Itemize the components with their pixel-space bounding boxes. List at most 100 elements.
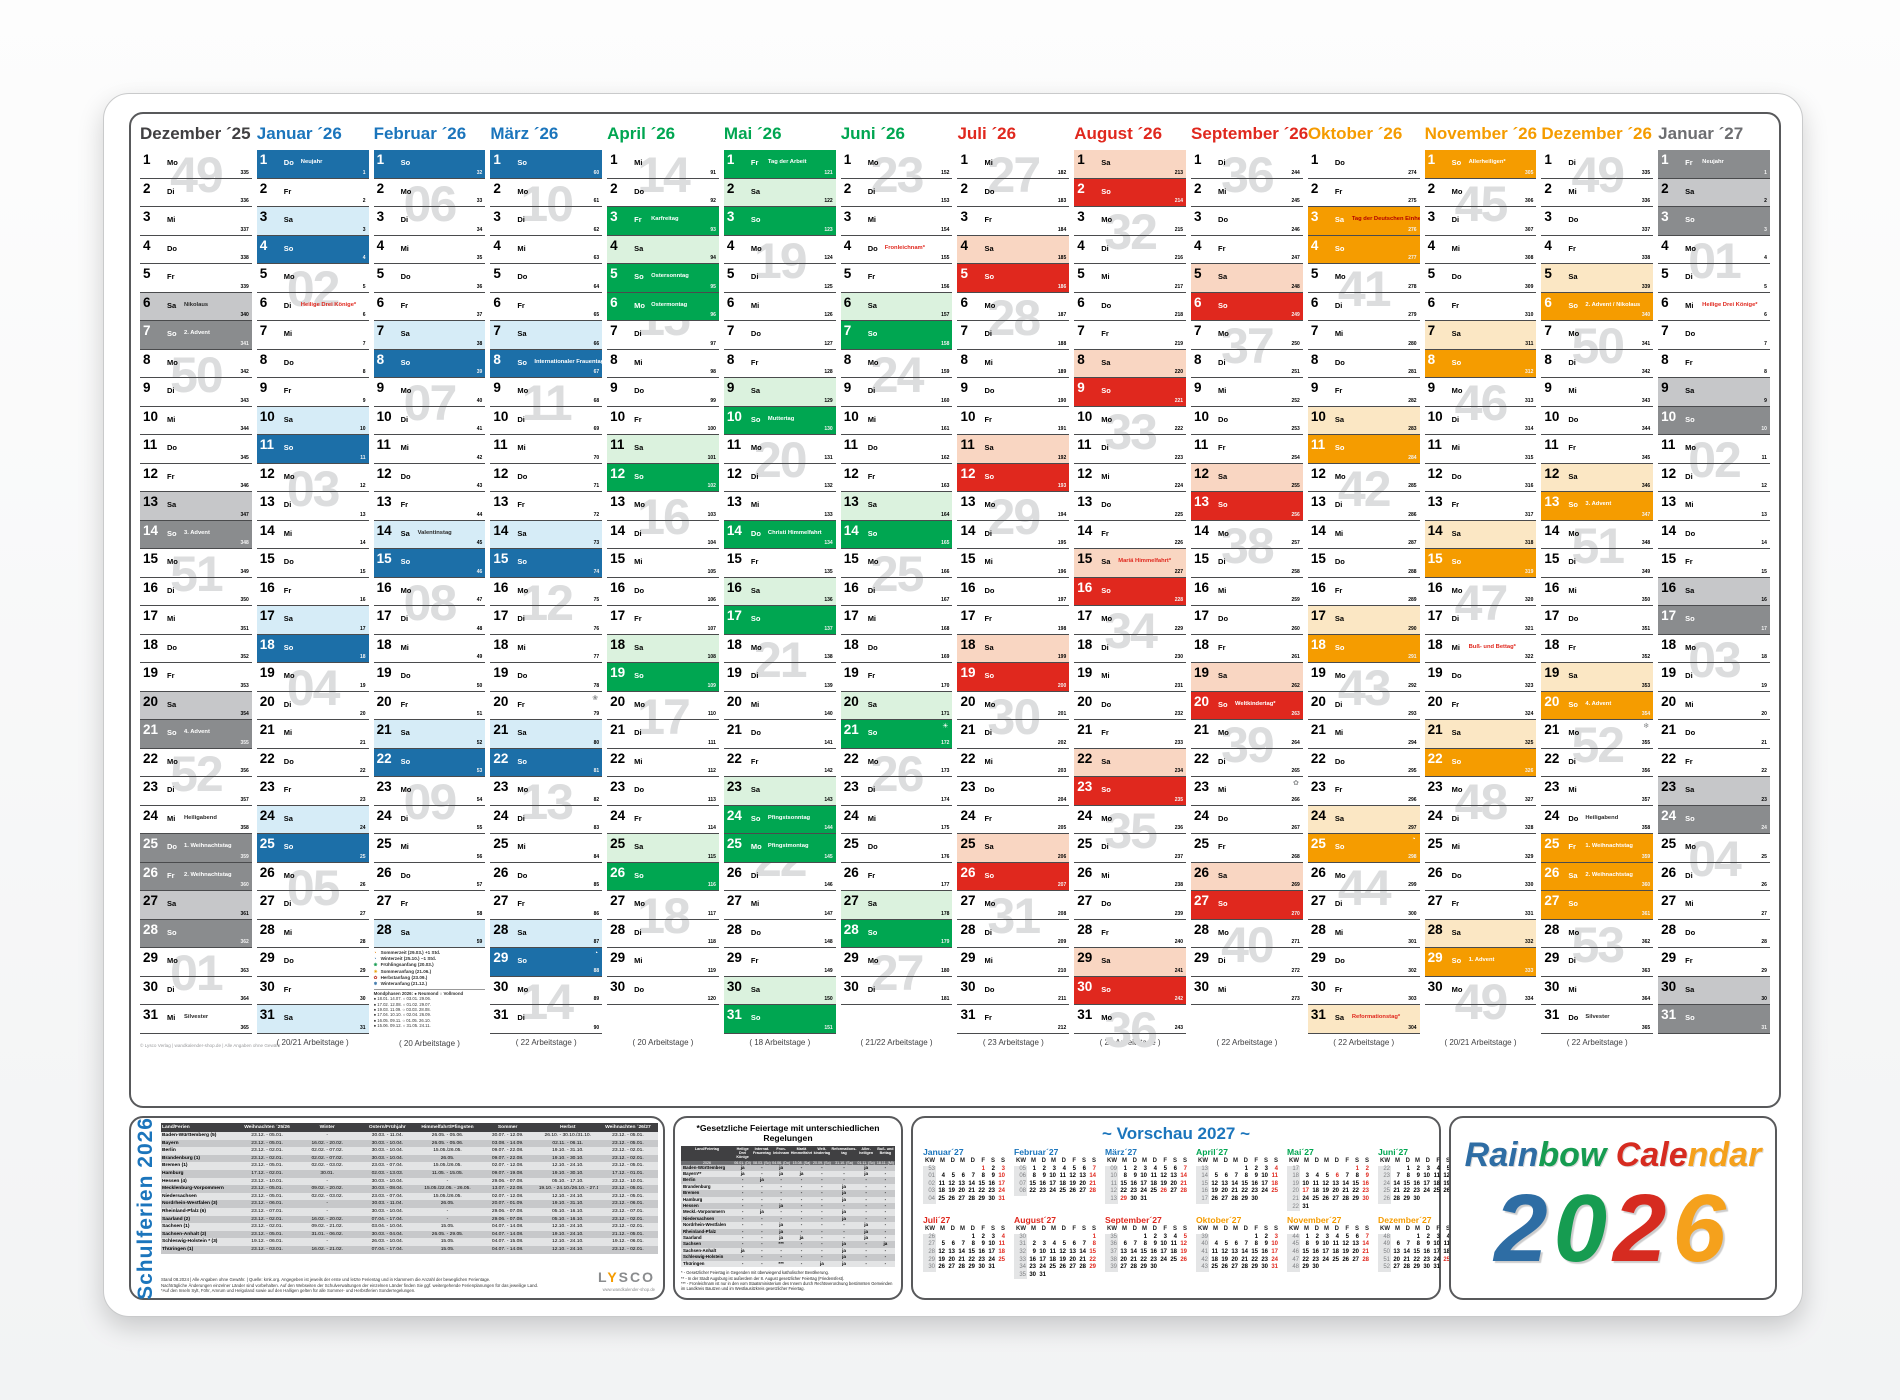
mini-day-number <box>1401 1234 1411 1242</box>
weekday-abbr: Sa <box>750 186 761 196</box>
holiday-dates: 23.12. - 06.01. <box>597 1200 658 1208</box>
day-cell: 19 Mo 19 <box>256 663 369 692</box>
clock-icon: ◔ <box>593 950 599 957</box>
day-cell: 16 Fr 289 <box>1307 578 1420 606</box>
weekday-abbr: Di <box>1334 899 1343 908</box>
mini-day-number: 16 <box>1150 1248 1157 1255</box>
weekday-abbr: So <box>1218 699 1228 709</box>
weekday-abbr: Di <box>517 414 525 424</box>
mini-kw-number: 40 <box>1196 1241 1209 1249</box>
day-cell: 22 Di 356 <box>1541 749 1654 777</box>
day-cell: 24 Do 267 <box>1191 806 1303 834</box>
vorschau-2027-panel: ~ Vorschau 2027 ~ Januar´27 KW M D M D F S S 53 1 2… <box>911 1116 1460 1300</box>
weekday-abbr: Do <box>1101 899 1112 908</box>
day-cell: 9 Do 190 <box>957 378 1070 407</box>
weekday-abbr: Do <box>400 471 411 481</box>
day-number: 23 <box>1544 779 1560 794</box>
day-cell: 20 Mi 140 <box>723 692 836 720</box>
mini-day-number: 14 <box>1180 1173 1187 1180</box>
holiday-label: Pfingstsonntag <box>767 814 811 821</box>
mini-day-number: 9 <box>1416 1173 1420 1180</box>
mini-day-number: 4 <box>1052 1241 1056 1248</box>
day-cell: 26 Do 330 <box>1424 863 1537 891</box>
day-of-year: 316 <box>1525 483 1534 489</box>
mini-day-number: 20 <box>1079 1180 1086 1187</box>
day-number: 12 <box>1427 465 1443 481</box>
mini-day-number: 30 <box>1362 1195 1369 1202</box>
weekday-abbr: Fr <box>167 671 175 680</box>
day-cell: 25 Mi 329 <box>1424 834 1537 863</box>
feiertage-legend-title: *Gesetzliche Feiertage mit unterschiedli… <box>696 1123 880 1143</box>
weekday-abbr: So <box>984 870 995 880</box>
holiday-applies-value: - <box>875 1183 895 1191</box>
weekday-abbr: Mo <box>400 585 412 595</box>
day-cell: 18 Mi Buß- und Bettag* 322 <box>1424 635 1537 663</box>
day-of-year: 139 <box>824 682 833 689</box>
weekday-abbr: Sa <box>634 842 644 851</box>
weekday-abbr: Do <box>1685 728 1696 737</box>
holiday-dates: 05.10. - 16.10. <box>537 1207 598 1216</box>
footnote-line: Stand 08.2024 | Alle Angaben ohne Gewähr… <box>161 1277 491 1283</box>
day-of-year: 213 <box>1174 169 1184 176</box>
day-of-year: 75 <box>593 597 600 603</box>
day-number: 11 <box>259 437 275 452</box>
mini-dow-header: M <box>1395 1158 1400 1164</box>
weekday-abbr: Fr <box>1685 756 1693 766</box>
legend-line: ✿ Herbstanfang (23.09.) <box>373 974 428 980</box>
holiday-dates: 23.12. - 10.01. <box>237 1177 298 1186</box>
mini-month-grid: KW M D M D F S S 44 1 2 3 4 5 6 7 45 8 9 10 11 12 13 14 46 15 16 17… <box>1287 1226 1370 1272</box>
mini-kw-number: 30 <box>1014 1233 1027 1242</box>
holiday-dates: 02.02. - 07.02. <box>297 1147 358 1155</box>
day-number: 20 <box>1310 693 1326 709</box>
day-number: 1 <box>143 152 151 167</box>
day-cell: 17 Mo 229 <box>1074 606 1187 635</box>
holiday-applies-value: - <box>856 1183 876 1191</box>
holiday-dates: 23.12. - 07.01. <box>237 1207 298 1216</box>
day-number: 16 <box>1310 579 1326 595</box>
day-cell: 7 Mi 7 <box>256 321 369 350</box>
holiday-applies-value: - <box>752 1215 772 1223</box>
mini-day-number: 20 <box>1221 1188 1228 1195</box>
day-cell: 21 So 4. Advent 355 <box>140 720 252 749</box>
mini-day-number: 7 <box>1396 1173 1400 1180</box>
calendar-week-watermark: 44 <box>1337 859 1392 916</box>
day-number: 26 <box>1544 864 1560 880</box>
day-of-year: 293 <box>1408 711 1417 717</box>
holiday-label: 2. Weihnachtstag <box>184 871 232 878</box>
day-cell: 11 Do 345 <box>140 435 252 464</box>
mini-day-number: 13 <box>958 1180 965 1187</box>
day-of-year: 160 <box>941 397 950 404</box>
mini-day-number: 14 <box>1393 1180 1400 1187</box>
weekday-abbr: Mi <box>1218 585 1227 595</box>
mini-dow-header: S <box>1081 1226 1086 1233</box>
day-number: 22 <box>376 750 392 766</box>
day-of-year: 12 <box>1761 483 1767 489</box>
day-of-year: 29 <box>1761 967 1767 974</box>
mini-dow-header: S <box>1445 1226 1450 1233</box>
day-of-year: 347 <box>240 511 249 518</box>
holiday-label: Christi Himmelfahrt <box>767 529 822 536</box>
day-cell: 11 Di 223 <box>1074 435 1187 464</box>
mini-day-number: 2 <box>1042 1165 1046 1172</box>
weekday-abbr: Do <box>1334 158 1345 167</box>
day-of-year: 140 <box>824 711 833 717</box>
weekday-abbr: Sa <box>1334 614 1344 623</box>
day-number: 14 <box>1427 522 1443 538</box>
day-of-year: 334 <box>1525 996 1534 1002</box>
mini-day-number: 9 <box>981 1241 985 1248</box>
day-of-year: 120 <box>707 996 716 1002</box>
day-of-year: 80 <box>593 739 600 746</box>
mini-dow-header: M <box>1142 1226 1147 1233</box>
holiday-dates: 23.12. - 05.01. <box>237 1162 298 1170</box>
mini-day-number: 27 <box>1069 1264 1076 1271</box>
weekday-abbr: Mi <box>867 813 877 823</box>
day-cell: 23 Do 113 <box>607 777 719 806</box>
day-number: 3 <box>376 209 385 224</box>
day-number: 1 <box>1077 152 1085 167</box>
column-header: Land/Feiertag <box>681 1146 733 1161</box>
weekday-abbr: Di <box>400 813 409 823</box>
day-number: 16 <box>843 579 859 595</box>
holiday-dates: 15.05./26.05. <box>417 1162 478 1170</box>
weekday-abbr: Di <box>984 528 992 538</box>
day-number: 22 <box>1427 750 1443 766</box>
